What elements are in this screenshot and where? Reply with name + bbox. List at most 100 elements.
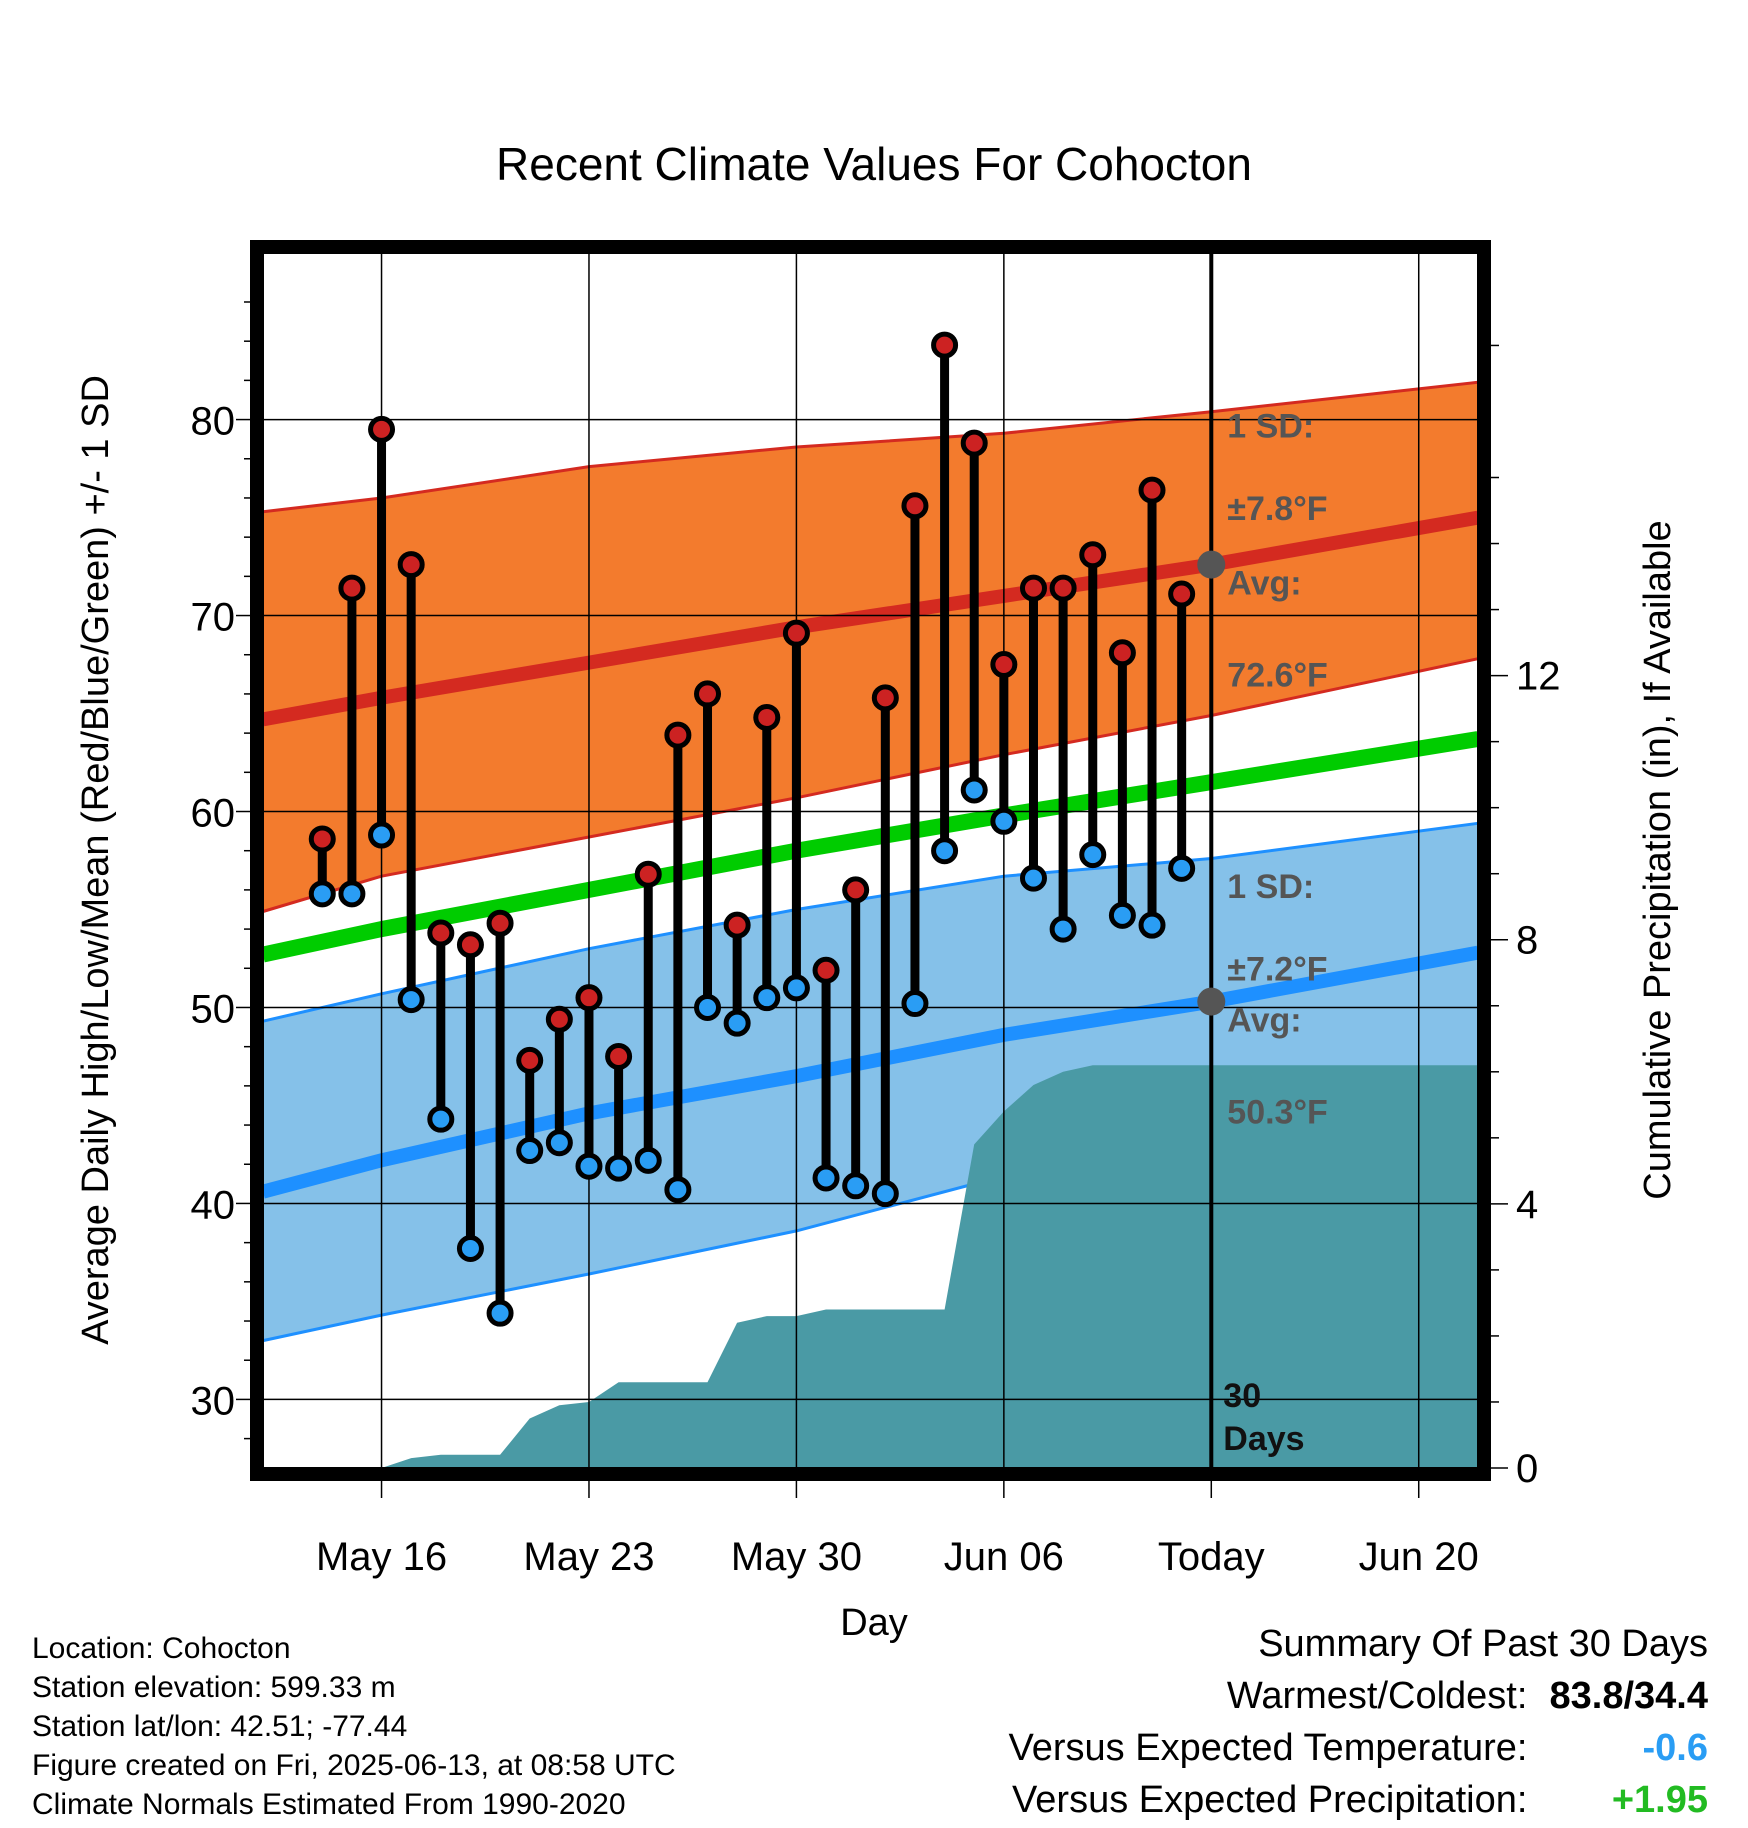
summary-warmest-label: Warmest/Coldest: <box>1226 1675 1528 1717</box>
annotation-low-avg-label: Avg: <box>1227 1002 1301 1040</box>
annotation-high-sd-value: ±7.8°F <box>1227 490 1327 528</box>
daily-low-point <box>782 974 810 1002</box>
info-elevation: Station elevation: 599.33 m <box>32 1671 396 1704</box>
daily-low-point <box>960 776 988 804</box>
daily-low-point <box>427 1105 455 1133</box>
y-tick-label: 40 <box>191 1183 236 1227</box>
y2-tick-label: 0 <box>1516 1447 1538 1491</box>
daily-high-point <box>545 1005 573 1033</box>
precipitation-area <box>263 1065 1478 1468</box>
daily-high-point <box>990 651 1018 679</box>
y2-tick-label: 4 <box>1516 1183 1538 1227</box>
today-days-count: 30 <box>1223 1377 1261 1415</box>
info-location: Location: Cohocton <box>32 1632 291 1665</box>
daily-low-point <box>308 880 336 908</box>
x-tick-label: May 16 <box>316 1535 447 1579</box>
daily-high-point <box>605 1042 633 1070</box>
plot-area: 1 SD: ±7.8°F Avg: 72.6°F 1 SD: ±7.2°F Avg: 50.3… <box>191 240 1561 1579</box>
today-normal-high-marker <box>1197 550 1226 579</box>
daily-low-point <box>1079 841 1107 869</box>
daily-low-point <box>694 993 722 1021</box>
daily-low-point <box>575 1152 603 1180</box>
summary-temp-row: Versus Expected Temperature: -0.6 <box>1009 1727 1708 1770</box>
daily-high-point <box>1049 574 1077 602</box>
annotation-high-sd-label: 1 SD: <box>1227 408 1314 446</box>
daily-low-point <box>931 837 959 865</box>
info-normals: Climate Normals Estimated From 1990-2020 <box>32 1788 626 1821</box>
daily-low-point <box>456 1235 484 1263</box>
y2-axis-label: Cumulative Precipitation (in), If Availa… <box>1637 520 1679 1199</box>
daily-low-point <box>1168 854 1196 882</box>
daily-high-point <box>694 680 722 708</box>
annotation-low-sd-label: 1 SD: <box>1227 868 1314 906</box>
daily-high-point <box>427 919 455 947</box>
daily-low-point <box>901 990 929 1018</box>
daily-low-point <box>605 1154 633 1182</box>
daily-high-point <box>812 956 840 984</box>
daily-high-point <box>960 429 988 457</box>
daily-high-point <box>1108 639 1136 667</box>
daily-high-point <box>397 551 425 579</box>
y-axis-label: Average Daily High/Low/Mean (Red/Blue/Gr… <box>75 375 117 1345</box>
chart-title: Recent Climate Values For Cohocton <box>496 138 1252 190</box>
daily-low-point <box>1019 864 1047 892</box>
low-sd-band <box>263 823 1478 1341</box>
daily-high-point <box>1168 580 1196 608</box>
daily-high-point <box>516 1046 544 1074</box>
summary-warmest-row: Warmest/Coldest: 83.8/34.4 <box>1227 1675 1708 1718</box>
daily-low-point <box>486 1299 514 1327</box>
daily-high-point <box>456 931 484 959</box>
daily-high-point <box>901 492 929 520</box>
high-sd-band <box>263 382 1478 912</box>
y-tick-label: 50 <box>191 987 236 1031</box>
daily-low-point <box>871 1180 899 1208</box>
y-tick-label: 60 <box>191 792 236 836</box>
daily-low-point <box>1138 911 1166 939</box>
daily-high-point <box>723 911 751 939</box>
daily-high-point <box>634 860 662 888</box>
daily-high-point <box>664 721 692 749</box>
daily-high-point <box>338 574 366 602</box>
x-axis-label: Day <box>840 1602 908 1644</box>
daily-low-point <box>753 984 781 1012</box>
daily-low-point <box>545 1129 573 1157</box>
daily-low-point <box>1108 901 1136 929</box>
daily-high-point <box>486 909 514 937</box>
daily-low-point <box>664 1176 692 1204</box>
annotation-low-sd-value: ±7.2°F <box>1227 950 1327 988</box>
daily-high-point <box>1079 541 1107 569</box>
daily-low-point <box>516 1137 544 1165</box>
daily-low-point <box>1049 915 1077 943</box>
info-latlon: Station lat/lon: 42.51; -77.44 <box>32 1710 408 1743</box>
plot-frame <box>250 240 1491 1481</box>
summary-precip-row: Versus Expected Precipitation: +1.95 <box>1012 1779 1708 1822</box>
summary-precip-label: Versus Expected Precipitation: <box>1012 1779 1528 1821</box>
summary-warmest-value: 83.8/34.4 <box>1549 1675 1708 1717</box>
daily-low-point <box>842 1172 870 1200</box>
daily-low-point <box>397 986 425 1014</box>
daily-high-point <box>842 876 870 904</box>
x-tick-label: Today <box>1158 1535 1265 1579</box>
annotation-high-avg-value: 72.6°F <box>1227 657 1328 695</box>
daily-high-point <box>308 825 336 853</box>
daily-high-point <box>368 415 396 443</box>
y2-tick-label: 12 <box>1516 655 1561 699</box>
daily-low-point <box>338 880 366 908</box>
annotation-high-avg-label: Avg: <box>1227 565 1301 603</box>
daily-low-point <box>634 1146 662 1174</box>
daily-low-point <box>990 807 1018 835</box>
y-tick-label: 30 <box>191 1379 236 1423</box>
daily-high-point <box>871 684 899 712</box>
summary-precip-value: +1.95 <box>1611 1779 1708 1821</box>
x-tick-label: May 23 <box>523 1535 654 1579</box>
summary-title: Summary Of Past 30 Days <box>1258 1623 1708 1665</box>
y-tick-label: 70 <box>191 596 236 640</box>
x-tick-label: May 30 <box>731 1535 862 1579</box>
daily-high-point <box>782 619 810 647</box>
x-tick-label: Jun 06 <box>944 1535 1064 1579</box>
x-tick-label: Jun 20 <box>1359 1535 1479 1579</box>
daily-high-point <box>1138 476 1166 504</box>
today-days-label: Days <box>1223 1420 1304 1458</box>
daily-high-point <box>931 331 959 359</box>
